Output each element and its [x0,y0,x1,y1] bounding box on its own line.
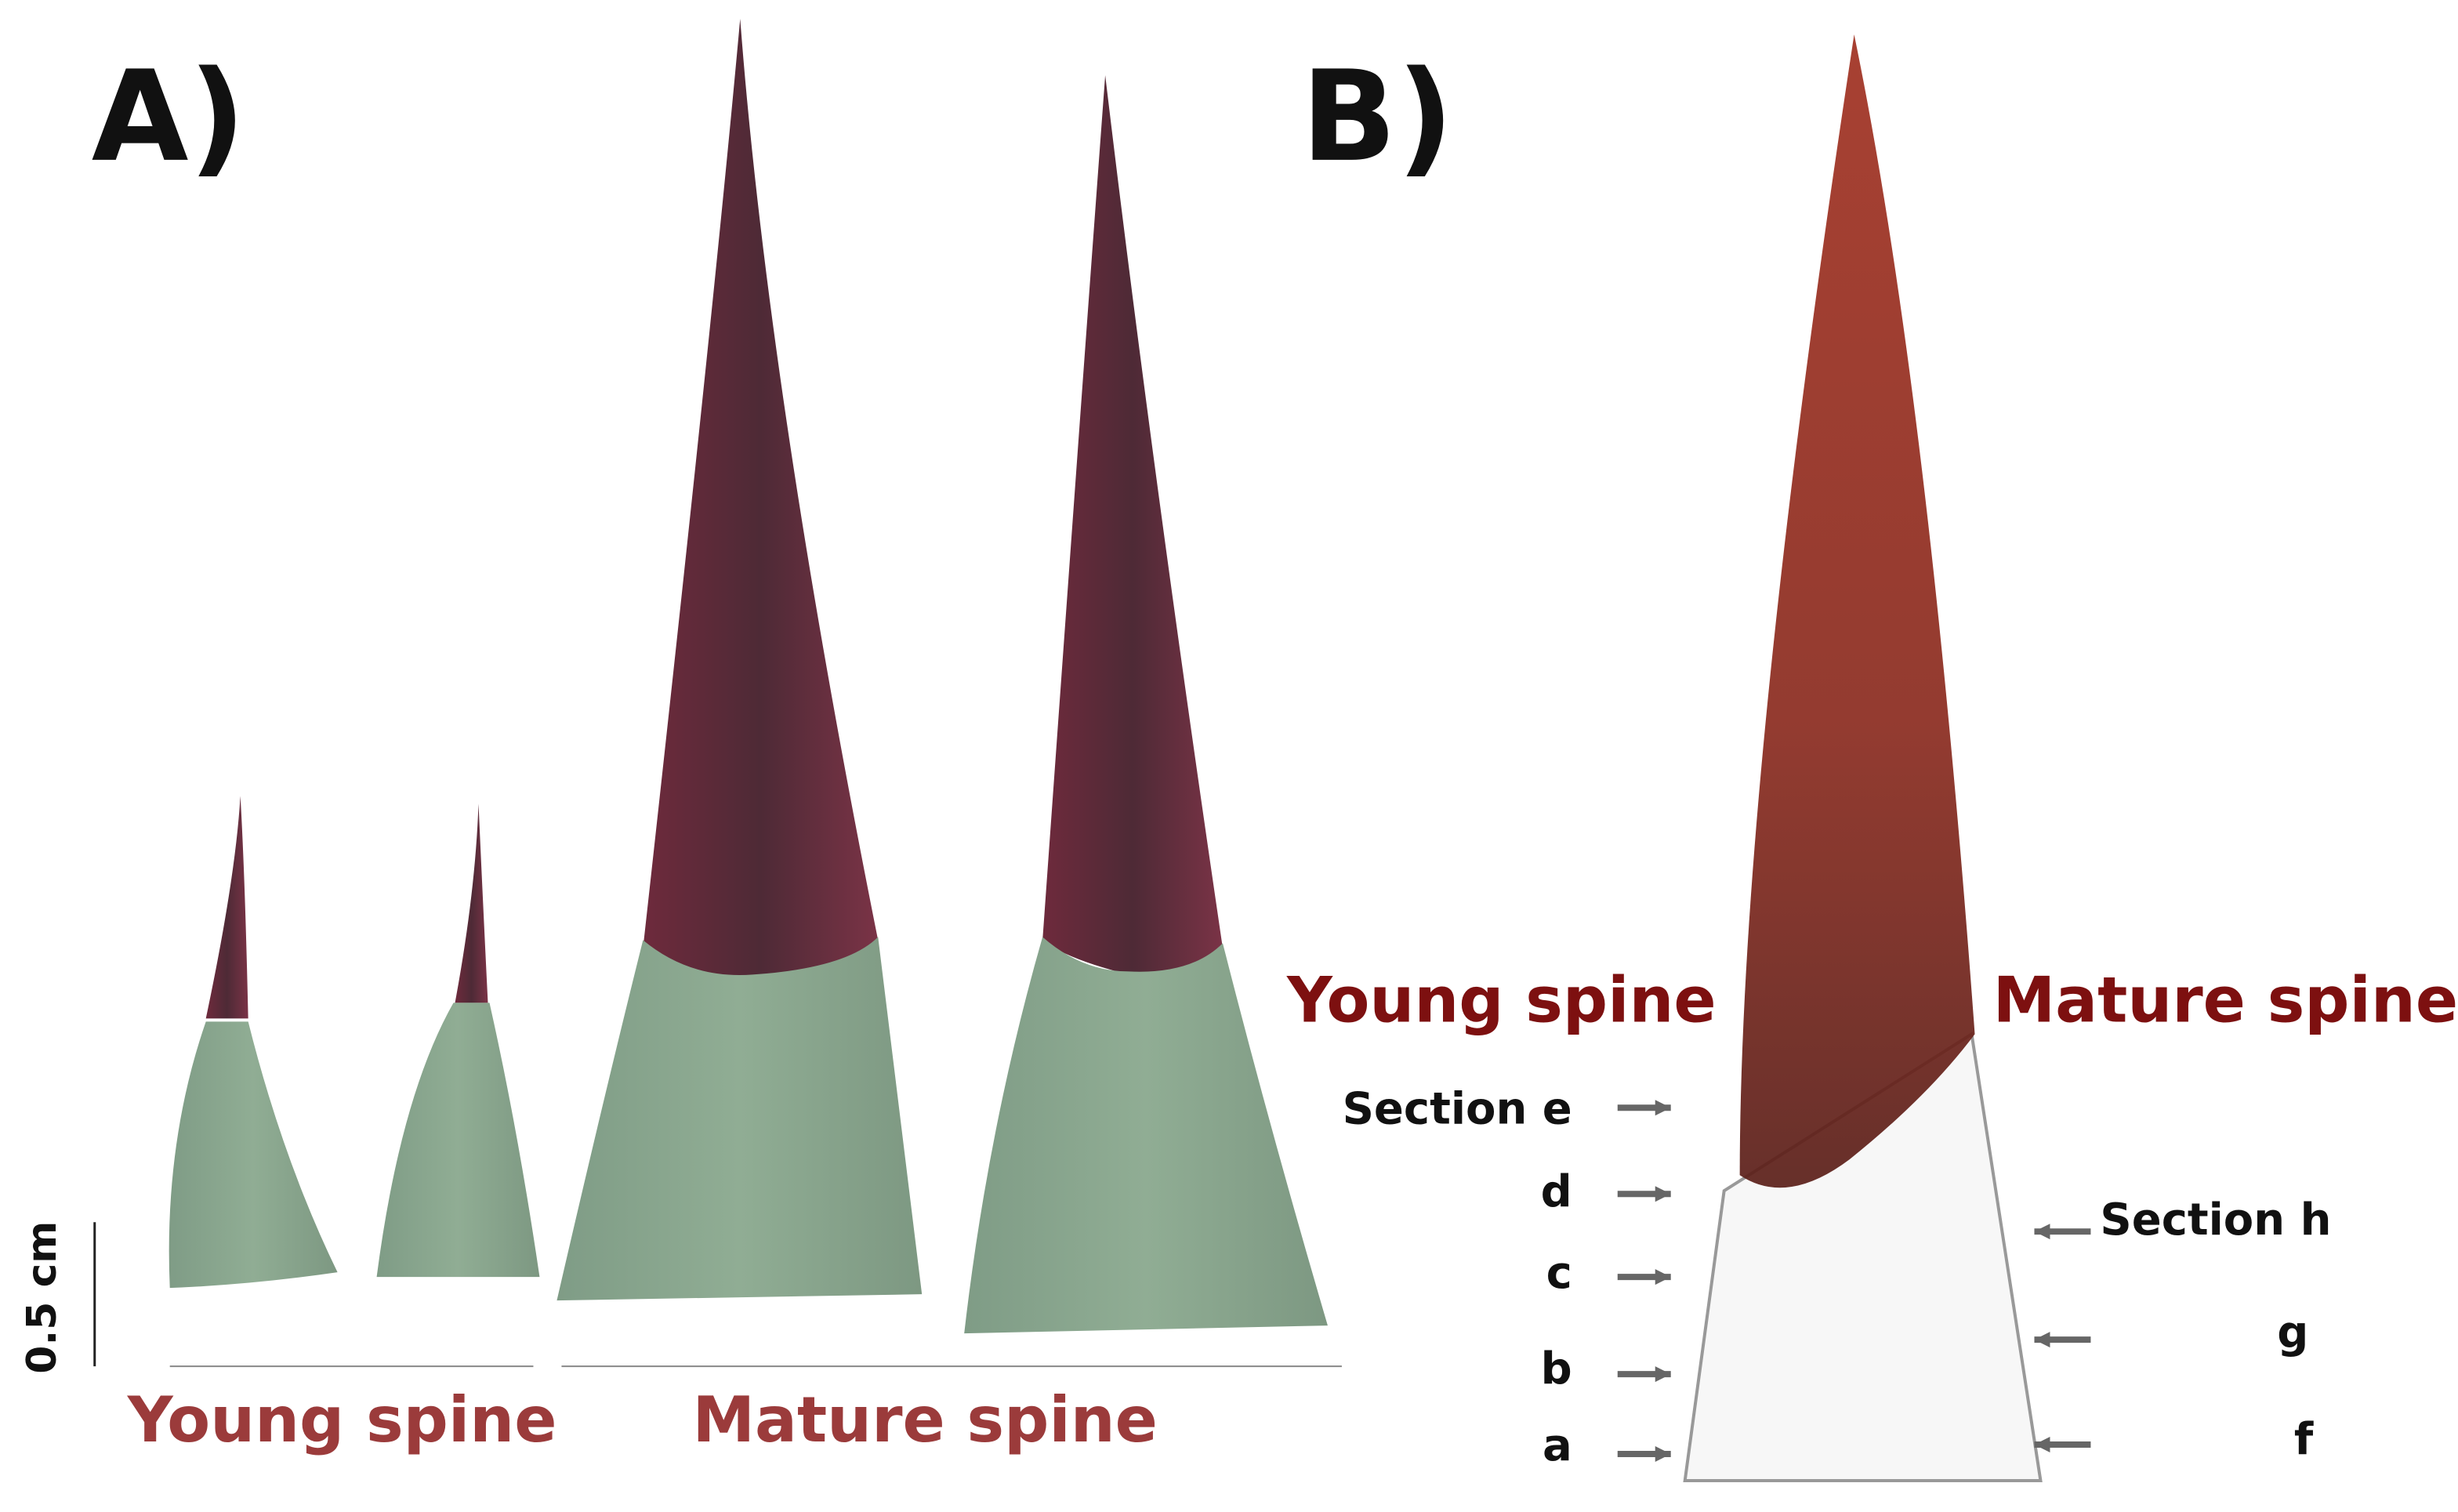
section-label: Section e [1343,1083,1572,1134]
group-label: Mature spine [692,1383,1157,1456]
section-label: d [1541,1166,1572,1217]
arrow-head [1655,1446,1671,1463]
arrow-head [2034,1437,2050,1453]
mature-spine-1 [556,18,923,1301]
title: Mature spine [1993,963,2458,1036]
sectioned-spine [1683,34,2043,1483]
section-label: g [2277,1307,2308,1358]
panel-label: B) [1301,44,1454,190]
title: Young spine [1286,963,1717,1036]
section-label: b [1541,1343,1572,1394]
arrow-head [1655,1366,1671,1383]
arrow-head [2034,1332,2050,1348]
young-spine-1 [169,796,338,1289]
arrow-head [1655,1186,1671,1202]
section-label: Section h [2100,1195,2331,1245]
arrow-head [1655,1100,1671,1116]
section-label: a [1543,1420,1572,1471]
scale-label: 0.5 cm [19,1221,66,1374]
panel-label: A) [92,44,246,190]
group-label: Young spine [127,1383,557,1456]
young-spine-2 [376,803,540,1278]
mature-spine-2 [964,74,1328,1334]
section-label: f [2294,1414,2314,1465]
arrow-head [2034,1224,2050,1240]
section-label: c [1546,1248,1572,1299]
right-sections: Section h g f [2034,1195,2331,1465]
arrow-head [1655,1269,1671,1285]
